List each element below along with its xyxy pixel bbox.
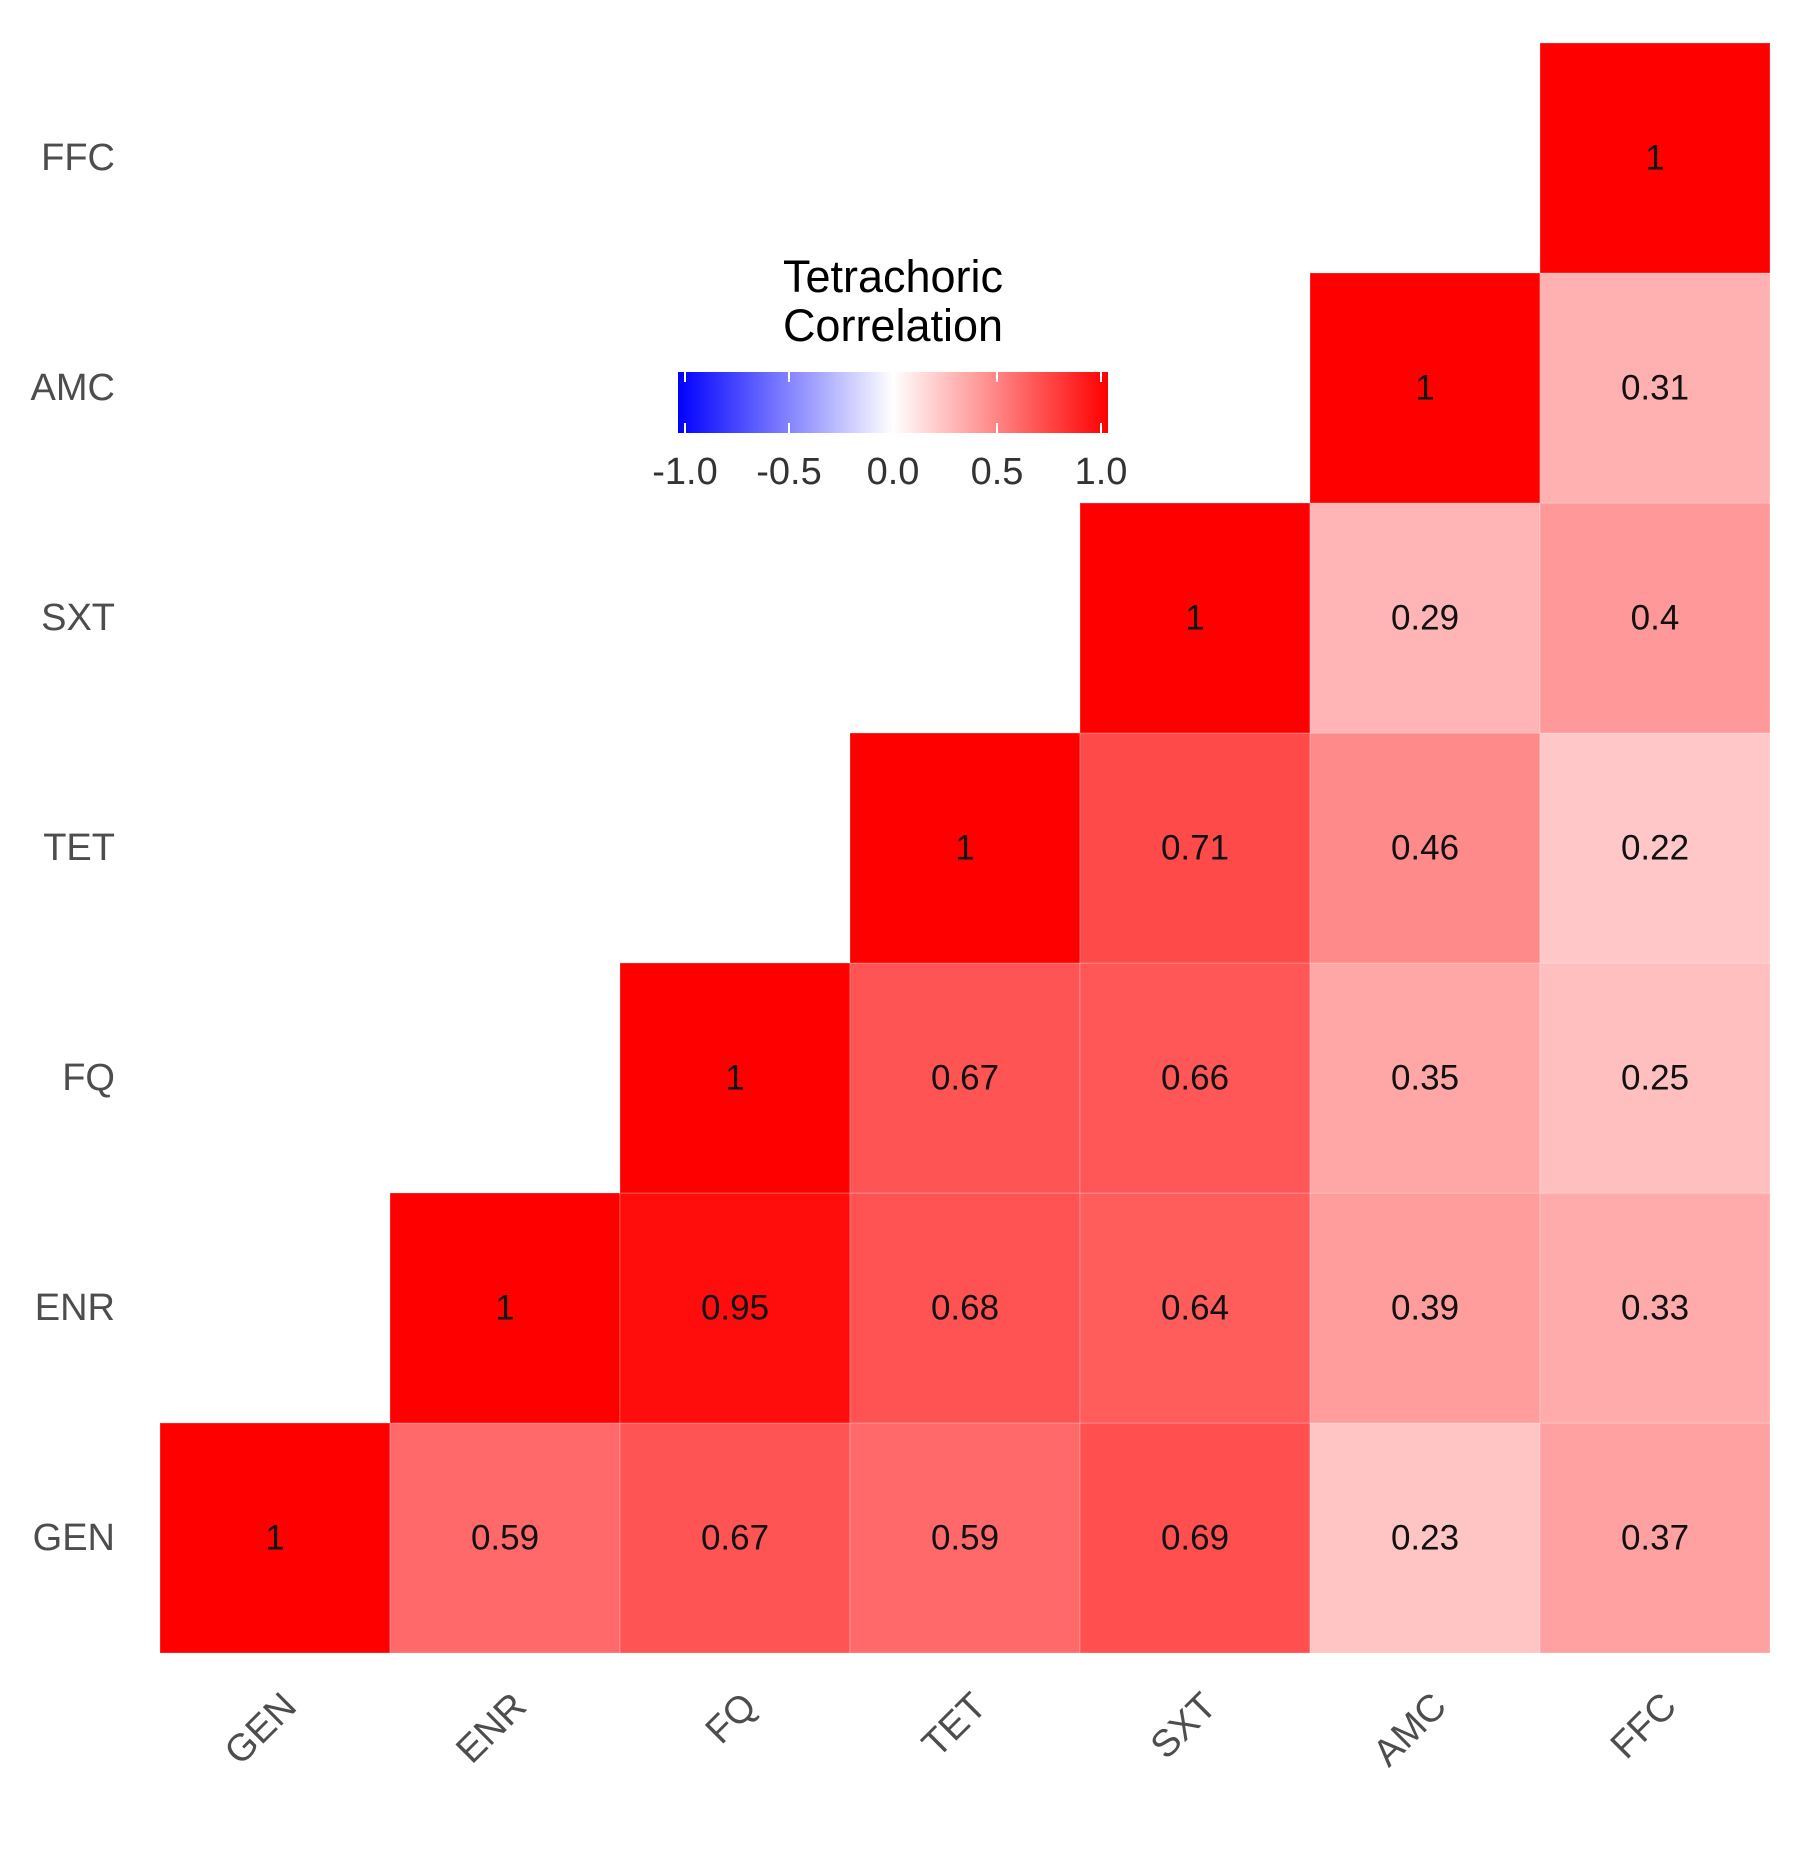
heatmap-cell-fq-fq <box>619 962 851 1194</box>
legend-title-line-2: Correlation <box>783 300 1003 351</box>
y-axis: GEN ENR FQ TET SXT AMC FFC <box>31 137 115 1559</box>
heatmap-cell-gen-sxt <box>1079 1422 1311 1654</box>
cell-value-label: 0.23 <box>1391 1519 1459 1558</box>
x-tick-label-tet: TET <box>914 1685 994 1765</box>
y-tick-label-fq: FQ <box>62 1057 115 1099</box>
heatmap-cell-fq-tet <box>849 962 1081 1194</box>
cell-value-label: 0.37 <box>1621 1519 1689 1558</box>
heatmap-cell-gen-tet <box>849 1422 1081 1654</box>
cell-value-label: 0.22 <box>1621 829 1689 868</box>
cell-value-label: 0.64 <box>1161 1289 1229 1328</box>
cell-value-label: 0.46 <box>1391 829 1459 868</box>
x-tick-label-gen: GEN <box>217 1685 305 1773</box>
heatmap-cell-labels: 1 0.59 0.67 0.59 0.69 0.23 0.37 1 0.95 0.68 0.64 0.… <box>265 139 1689 1558</box>
cell-value-label: 1 <box>725 1059 744 1098</box>
heatmap-cell-tet-sxt <box>1079 732 1311 964</box>
heatmap-cells <box>159 42 1771 1654</box>
legend-tick-label: 0.0 <box>867 451 920 493</box>
heatmap-cell-gen-amc <box>1309 1422 1541 1654</box>
y-tick-label-tet: TET <box>43 827 115 869</box>
legend-ticks: -1.0 -0.5 0.0 0.5 1.0 <box>652 372 1127 493</box>
cell-value-label: 0.25 <box>1621 1059 1689 1098</box>
heatmap-cell-enr-enr <box>389 1192 621 1424</box>
heatmap-cell-fq-sxt <box>1079 962 1311 1194</box>
cell-value-label: 0.35 <box>1391 1059 1459 1098</box>
legend-colorbar <box>678 372 1108 433</box>
legend-tick-label: -0.5 <box>756 451 821 493</box>
heatmap-cell-fq-ffc <box>1539 962 1771 1194</box>
cell-value-label: 0.33 <box>1621 1289 1689 1328</box>
cell-value-label: 0.29 <box>1391 599 1459 638</box>
cell-value-label: 0.4 <box>1631 599 1680 638</box>
x-tick-label-fq: FQ <box>698 1685 765 1752</box>
heatmap-cell-tet-amc <box>1309 732 1541 964</box>
cell-value-label: 0.71 <box>1161 829 1229 868</box>
y-tick-label-gen: GEN <box>33 1517 115 1559</box>
y-tick-label-sxt: SXT <box>41 597 115 639</box>
x-tick-label-sxt: SXT <box>1143 1685 1225 1767</box>
cell-value-label: 1 <box>495 1289 514 1328</box>
heatmap-cell-enr-amc <box>1309 1192 1541 1424</box>
cell-value-label: 1 <box>1415 369 1434 408</box>
cell-value-label: 0.39 <box>1391 1289 1459 1328</box>
legend-tick-label: 0.5 <box>971 451 1024 493</box>
color-legend: Tetrachoric Correlation -1.0 -0.5 0.0 0.5 1.… <box>652 251 1127 493</box>
heatmap-cell-sxt-sxt <box>1079 502 1311 734</box>
cell-value-label: 0.66 <box>1161 1059 1229 1098</box>
heatmap-cell-gen-gen <box>159 1422 391 1654</box>
x-tick-label-amc: AMC <box>1365 1685 1454 1774</box>
cell-value-label: 0.95 <box>701 1289 769 1328</box>
heatmap-cell-amc-amc <box>1309 272 1541 504</box>
legend-tick-label: 1.0 <box>1075 451 1128 493</box>
cell-value-label: 1 <box>1185 599 1204 638</box>
cell-value-label: 0.69 <box>1161 1519 1229 1558</box>
y-tick-label-enr: ENR <box>35 1287 115 1329</box>
cell-value-label: 1 <box>265 1519 284 1558</box>
y-tick-label-amc: AMC <box>31 367 115 409</box>
heatmap-cell-enr-tet <box>849 1192 1081 1424</box>
cell-value-label: 0.68 <box>931 1289 999 1328</box>
x-tick-label-ffc: FFC <box>1603 1685 1685 1767</box>
x-tick-label-enr: ENR <box>448 1685 534 1771</box>
heatmap-cell-enr-ffc <box>1539 1192 1771 1424</box>
cell-value-label: 1 <box>955 829 974 868</box>
heatmap-cell-tet-tet <box>849 732 1081 964</box>
cell-value-label: 0.59 <box>471 1519 539 1558</box>
cell-value-label: 0.59 <box>931 1519 999 1558</box>
heatmap-cell-gen-enr <box>389 1422 621 1654</box>
cell-value-label: 0.67 <box>701 1519 769 1558</box>
heatmap-cell-fq-amc <box>1309 962 1541 1194</box>
legend-title-line-1: Tetrachoric <box>783 251 1003 302</box>
heatmap-cell-enr-fq <box>619 1192 851 1424</box>
legend-tick-label: -1.0 <box>652 451 717 493</box>
y-tick-label-ffc: FFC <box>41 137 115 179</box>
x-axis: GEN ENR FQ TET SXT AMC FFC <box>217 1685 1685 1774</box>
cell-value-label: 0.31 <box>1621 369 1689 408</box>
heatmap-cell-sxt-ffc <box>1539 502 1771 734</box>
heatmap-cell-gen-ffc <box>1539 1422 1771 1654</box>
heatmap-cell-amc-ffc <box>1539 272 1771 504</box>
heatmap-cell-ffc-ffc <box>1539 42 1771 274</box>
cell-value-label: 1 <box>1645 139 1664 178</box>
cell-value-label: 0.67 <box>931 1059 999 1098</box>
